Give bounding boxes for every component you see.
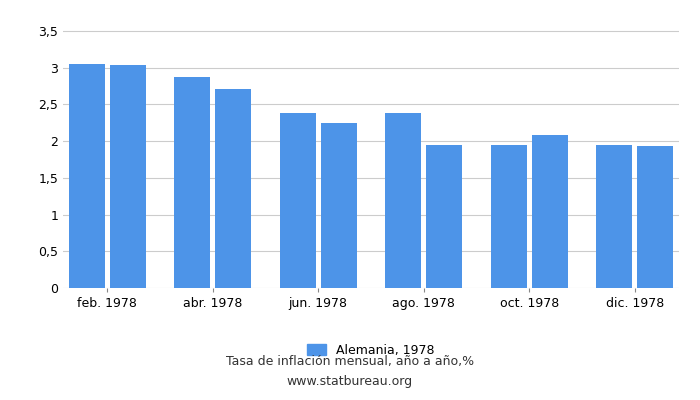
Bar (426, 145, 462, 288)
Bar (491, 145, 527, 288)
Text: Tasa de inflación mensual, año a año,%: Tasa de inflación mensual, año a año,% (226, 356, 474, 368)
Bar (637, 146, 673, 288)
Legend: Alemania, 1978: Alemania, 1978 (302, 339, 440, 362)
Bar (280, 113, 316, 288)
Bar (596, 145, 632, 288)
Text: www.statbureau.org: www.statbureau.org (287, 376, 413, 388)
Bar (174, 77, 211, 288)
Bar (531, 134, 568, 288)
Bar (386, 113, 421, 288)
Bar (215, 89, 251, 288)
Bar (69, 64, 105, 288)
Bar (321, 123, 356, 288)
Bar (110, 65, 146, 288)
